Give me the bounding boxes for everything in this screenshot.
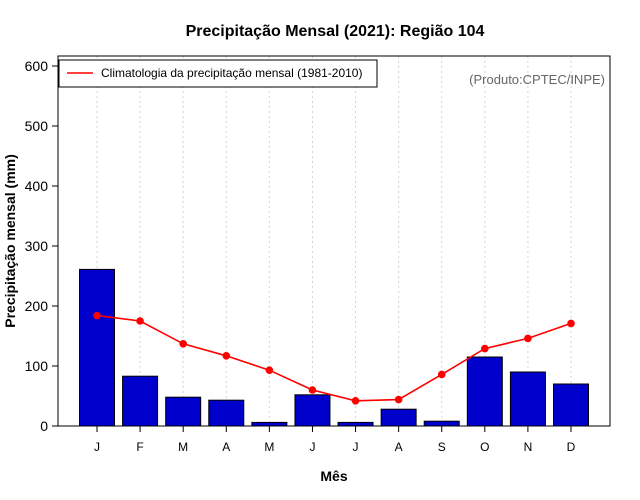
bar-m-5 — [251, 421, 288, 427]
y-tick-label: 0 — [40, 418, 48, 434]
bar-m-3 — [165, 396, 202, 427]
climatology-point-5 — [265, 366, 274, 375]
x-tick-label: J — [94, 440, 100, 454]
y-tick-label: 500 — [25, 118, 49, 134]
climatology-line-series — [93, 311, 575, 405]
climatology-point-1 — [93, 311, 101, 320]
climatology-point-10 — [481, 344, 489, 353]
x-tick-label: N — [524, 440, 533, 454]
y-axis: 0 100 200 300 400 500 600 — [25, 58, 58, 434]
legend-box — [58, 59, 378, 88]
climatology-point-2 — [136, 317, 144, 325]
bar-d-12 — [553, 383, 589, 427]
y-tick-label: 100 — [25, 358, 49, 374]
y-tick-label: 600 — [25, 58, 49, 74]
legend-label-climatology: Climatologia da precipitação mensal (198… — [101, 66, 362, 80]
climatology-point-7 — [351, 397, 360, 405]
bar-series — [79, 268, 589, 427]
plot-frame — [57, 55, 611, 427]
x-axis-label: Mês — [320, 468, 347, 484]
y-tick-label: 400 — [25, 178, 49, 194]
x-tick-label: A — [222, 440, 230, 454]
legend: Climatologia da precipitação mensal (198… — [58, 59, 378, 88]
bar-n-11 — [509, 371, 546, 427]
bar-a-8 — [380, 408, 417, 427]
bar-a-4 — [208, 399, 245, 427]
x-tick-label: D — [567, 440, 576, 454]
bar-j-1 — [79, 268, 115, 427]
bar-f-2 — [122, 375, 159, 427]
bar-j-6 — [294, 394, 331, 427]
climatology-point-11 — [524, 334, 532, 343]
bar-j-7 — [337, 421, 374, 427]
bar-s-9 — [423, 420, 460, 427]
climatology-point-8 — [394, 395, 403, 404]
x-tick-label: F — [136, 440, 143, 454]
climatology-point-4 — [222, 352, 231, 360]
climatology-point-6 — [308, 386, 317, 394]
source-note: (Produto:CPTEC/INPE) — [469, 72, 605, 87]
climatology-line — [96, 314, 572, 402]
x-tick-label: M — [264, 440, 274, 454]
x-tick-label: J — [353, 440, 359, 454]
chart-title: Precipitação Mensal (2021): Região 104 — [186, 23, 485, 40]
x-tick-label: J — [309, 440, 315, 454]
x-tick-label: O — [480, 440, 489, 454]
y-tick-label: 200 — [25, 298, 49, 314]
x-tick-label: S — [438, 440, 446, 454]
y-tick-label: 300 — [25, 238, 49, 254]
climatology-point-9 — [437, 370, 446, 379]
vertical-gridlines — [96, 56, 572, 426]
y-axis-label: Precipitação mensal (mm) — [2, 154, 18, 328]
climatology-point-12 — [567, 319, 575, 328]
x-tick-label: M — [178, 440, 188, 454]
bar-o-10 — [466, 356, 503, 427]
x-tick-label: A — [395, 440, 403, 454]
climatology-point-3 — [179, 340, 187, 348]
